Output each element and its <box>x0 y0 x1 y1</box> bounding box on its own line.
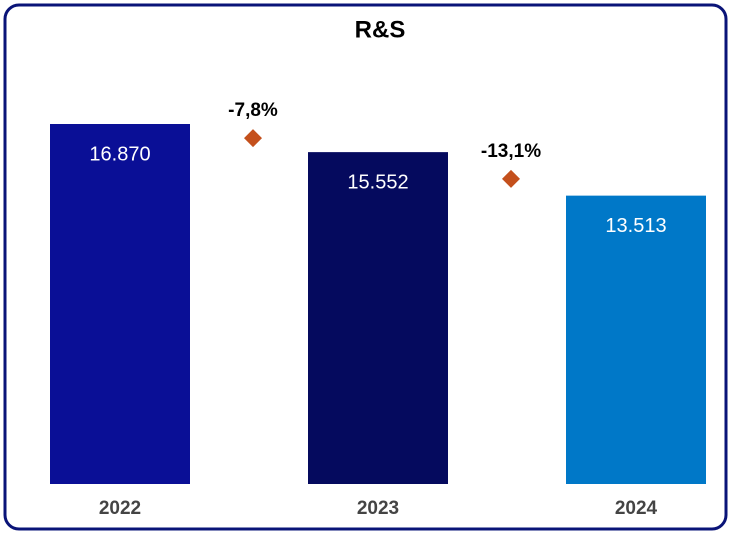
bar <box>50 124 190 484</box>
x-tick-label: 2024 <box>615 498 658 519</box>
chart-title: R&S <box>355 16 406 43</box>
value-label: 13.513 <box>605 215 666 237</box>
value-label: 15.552 <box>347 171 408 193</box>
change-label: -7,8% <box>228 100 278 121</box>
x-tick-label: 2023 <box>357 498 399 519</box>
change-marker <box>502 169 520 188</box>
x-tick-label: 2022 <box>99 498 141 519</box>
change-marker <box>244 129 262 148</box>
change-label: -13,1% <box>481 141 541 162</box>
value-label: 16.870 <box>89 143 150 165</box>
bar <box>308 152 448 484</box>
bar <box>566 195 706 485</box>
